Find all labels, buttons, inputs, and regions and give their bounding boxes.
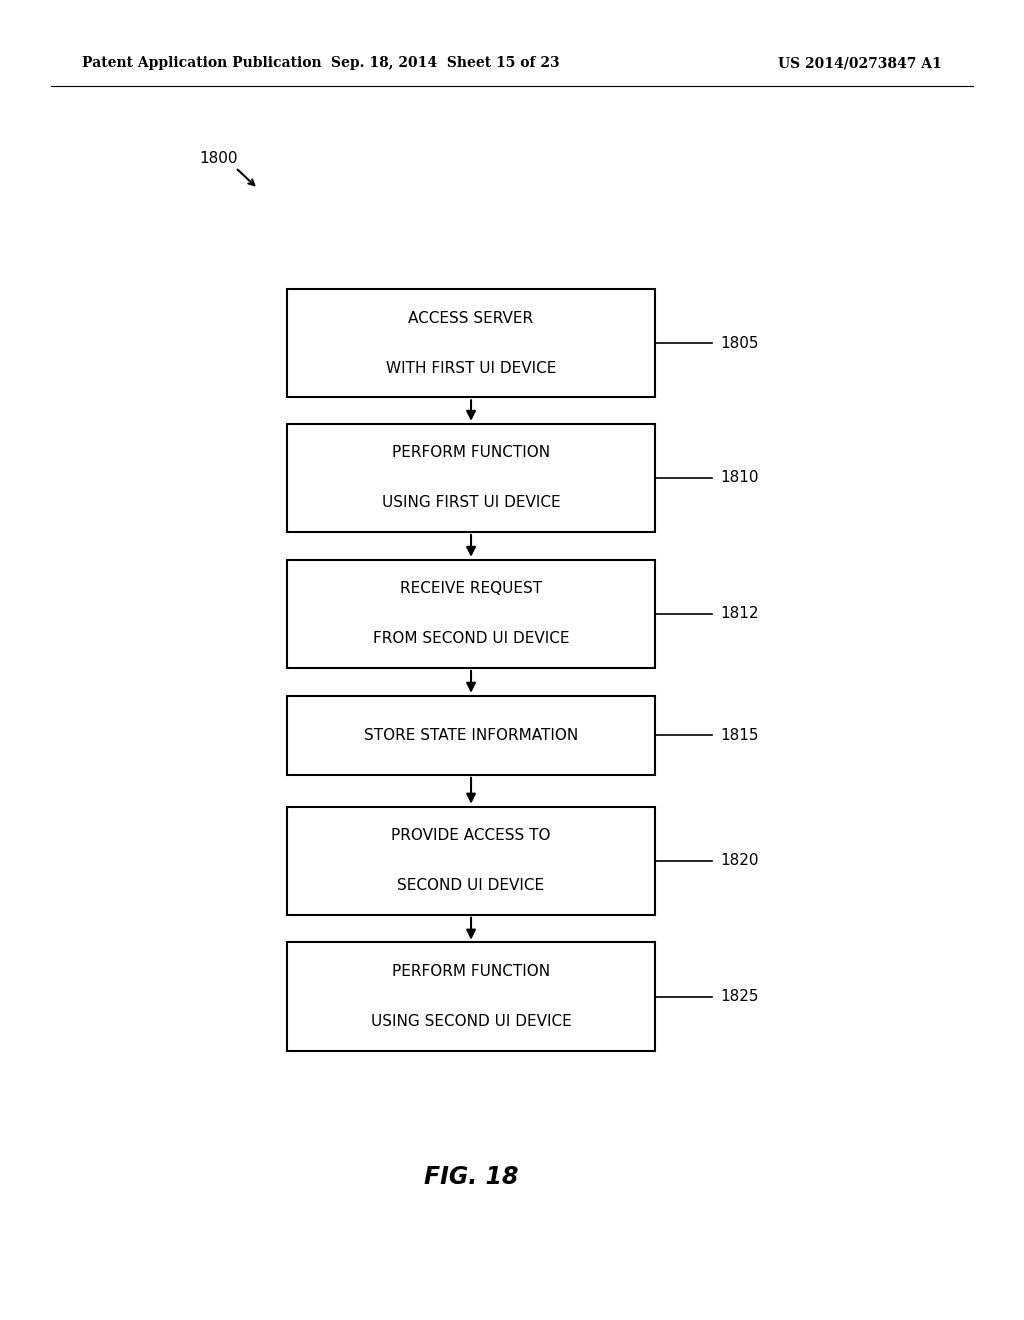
Text: USING SECOND UI DEVICE: USING SECOND UI DEVICE: [371, 1014, 571, 1030]
Text: FIG. 18: FIG. 18: [424, 1166, 518, 1189]
Text: 1805: 1805: [720, 335, 759, 351]
Text: USING FIRST UI DEVICE: USING FIRST UI DEVICE: [382, 495, 560, 511]
Text: RECEIVE REQUEST: RECEIVE REQUEST: [400, 581, 542, 597]
Text: 1815: 1815: [720, 727, 759, 743]
Text: US 2014/0273847 A1: US 2014/0273847 A1: [778, 57, 942, 70]
Bar: [287, 560, 655, 668]
Text: SECOND UI DEVICE: SECOND UI DEVICE: [397, 878, 545, 894]
Text: 1810: 1810: [720, 470, 759, 486]
Text: ACCESS SERVER: ACCESS SERVER: [409, 310, 534, 326]
Text: WITH FIRST UI DEVICE: WITH FIRST UI DEVICE: [386, 360, 556, 376]
Bar: [287, 289, 655, 397]
Bar: [287, 942, 655, 1051]
Text: 1820: 1820: [720, 853, 759, 869]
Bar: [287, 807, 655, 915]
Text: Patent Application Publication: Patent Application Publication: [82, 57, 322, 70]
Text: 1812: 1812: [720, 606, 759, 622]
Bar: [287, 696, 655, 775]
Text: PERFORM FUNCTION: PERFORM FUNCTION: [392, 445, 550, 461]
Text: 1825: 1825: [720, 989, 759, 1005]
Text: 1800: 1800: [200, 150, 239, 166]
Bar: [287, 424, 655, 532]
Text: FROM SECOND UI DEVICE: FROM SECOND UI DEVICE: [373, 631, 569, 647]
Text: Sep. 18, 2014  Sheet 15 of 23: Sep. 18, 2014 Sheet 15 of 23: [331, 57, 560, 70]
Text: PROVIDE ACCESS TO: PROVIDE ACCESS TO: [391, 828, 551, 843]
Text: STORE STATE INFORMATION: STORE STATE INFORMATION: [364, 727, 579, 743]
Text: PERFORM FUNCTION: PERFORM FUNCTION: [392, 964, 550, 979]
